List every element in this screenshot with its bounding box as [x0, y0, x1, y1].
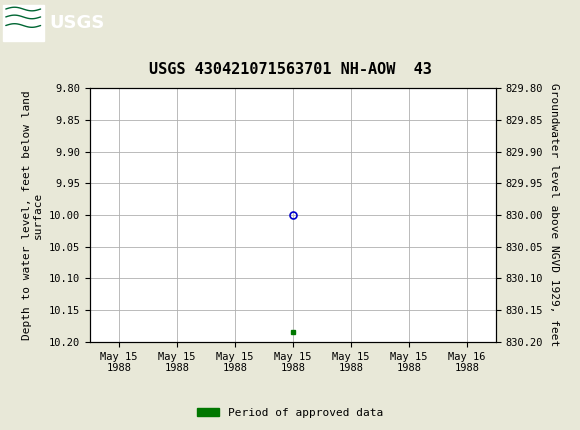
Y-axis label: Groundwater level above NGVD 1929, feet: Groundwater level above NGVD 1929, feet	[549, 83, 559, 347]
Bar	[3, 4, 43, 41]
Y-axis label: Depth to water level, feet below land
surface: Depth to water level, feet below land su…	[22, 90, 44, 340]
Text: USGS: USGS	[49, 14, 104, 31]
Legend: Period of approved data: Period of approved data	[193, 403, 387, 422]
Text: USGS 430421071563701 NH-AOW  43: USGS 430421071563701 NH-AOW 43	[148, 62, 432, 77]
